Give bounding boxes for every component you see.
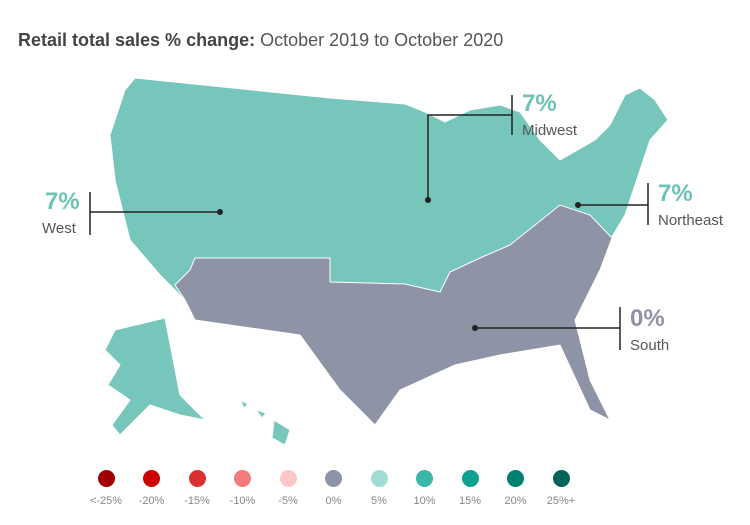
legend-swatch — [143, 470, 160, 487]
legend-label: -15% — [184, 495, 210, 507]
legend-swatch — [416, 470, 433, 487]
legend-item: 15% — [450, 470, 490, 507]
midwest-label: Midwest — [522, 122, 578, 139]
legend-label: 5% — [371, 495, 387, 507]
legend-swatch — [279, 470, 297, 487]
legend-swatch — [325, 470, 342, 487]
callout-lines — [89, 95, 649, 350]
hawaii — [238, 398, 291, 446]
legend-item: -15% — [177, 470, 217, 507]
legend-item: -10% — [223, 470, 263, 507]
legend-swatch — [507, 470, 524, 487]
midwest-value: 7% — [522, 90, 557, 117]
legend-swatch — [370, 470, 388, 487]
legend-item: -20% — [132, 470, 172, 507]
legend-swatch — [97, 470, 115, 487]
west-label: West — [42, 220, 76, 237]
legend-item: <-25% — [86, 470, 126, 507]
legend-label: <-25% — [89, 495, 123, 507]
northeast-value: 7% — [658, 180, 693, 207]
region-south — [174, 204, 613, 426]
legend-label: 15% — [458, 495, 482, 507]
legend-label: 20% — [504, 495, 527, 507]
legend-label: -5% — [278, 495, 298, 507]
legend-label: 25%+ — [546, 495, 576, 507]
legend-item: 0% — [314, 470, 354, 507]
legend-swatch — [234, 470, 251, 487]
legend-item: 20% — [496, 470, 536, 507]
legend-label: -10% — [229, 495, 256, 507]
legend-item: 25%+ — [541, 470, 581, 507]
legend-item: 5% — [359, 470, 399, 507]
northeast-label: Northeast — [658, 212, 724, 229]
legend-item: -5% — [268, 470, 308, 507]
south-value: 0% — [630, 305, 665, 332]
legend-label: 0% — [325, 495, 342, 507]
legend-item: 10% — [405, 470, 445, 507]
legend-swatch — [552, 470, 570, 487]
south-label: South — [630, 337, 670, 354]
legend-swatch — [188, 470, 206, 487]
map-title: Retail total sales % change: October 201… — [18, 30, 504, 50]
legend-swatch — [461, 470, 479, 487]
west-value: 7% — [45, 188, 80, 215]
alaska — [104, 317, 207, 436]
legend-label: 10% — [413, 495, 436, 507]
legend-label: -20% — [138, 495, 165, 507]
